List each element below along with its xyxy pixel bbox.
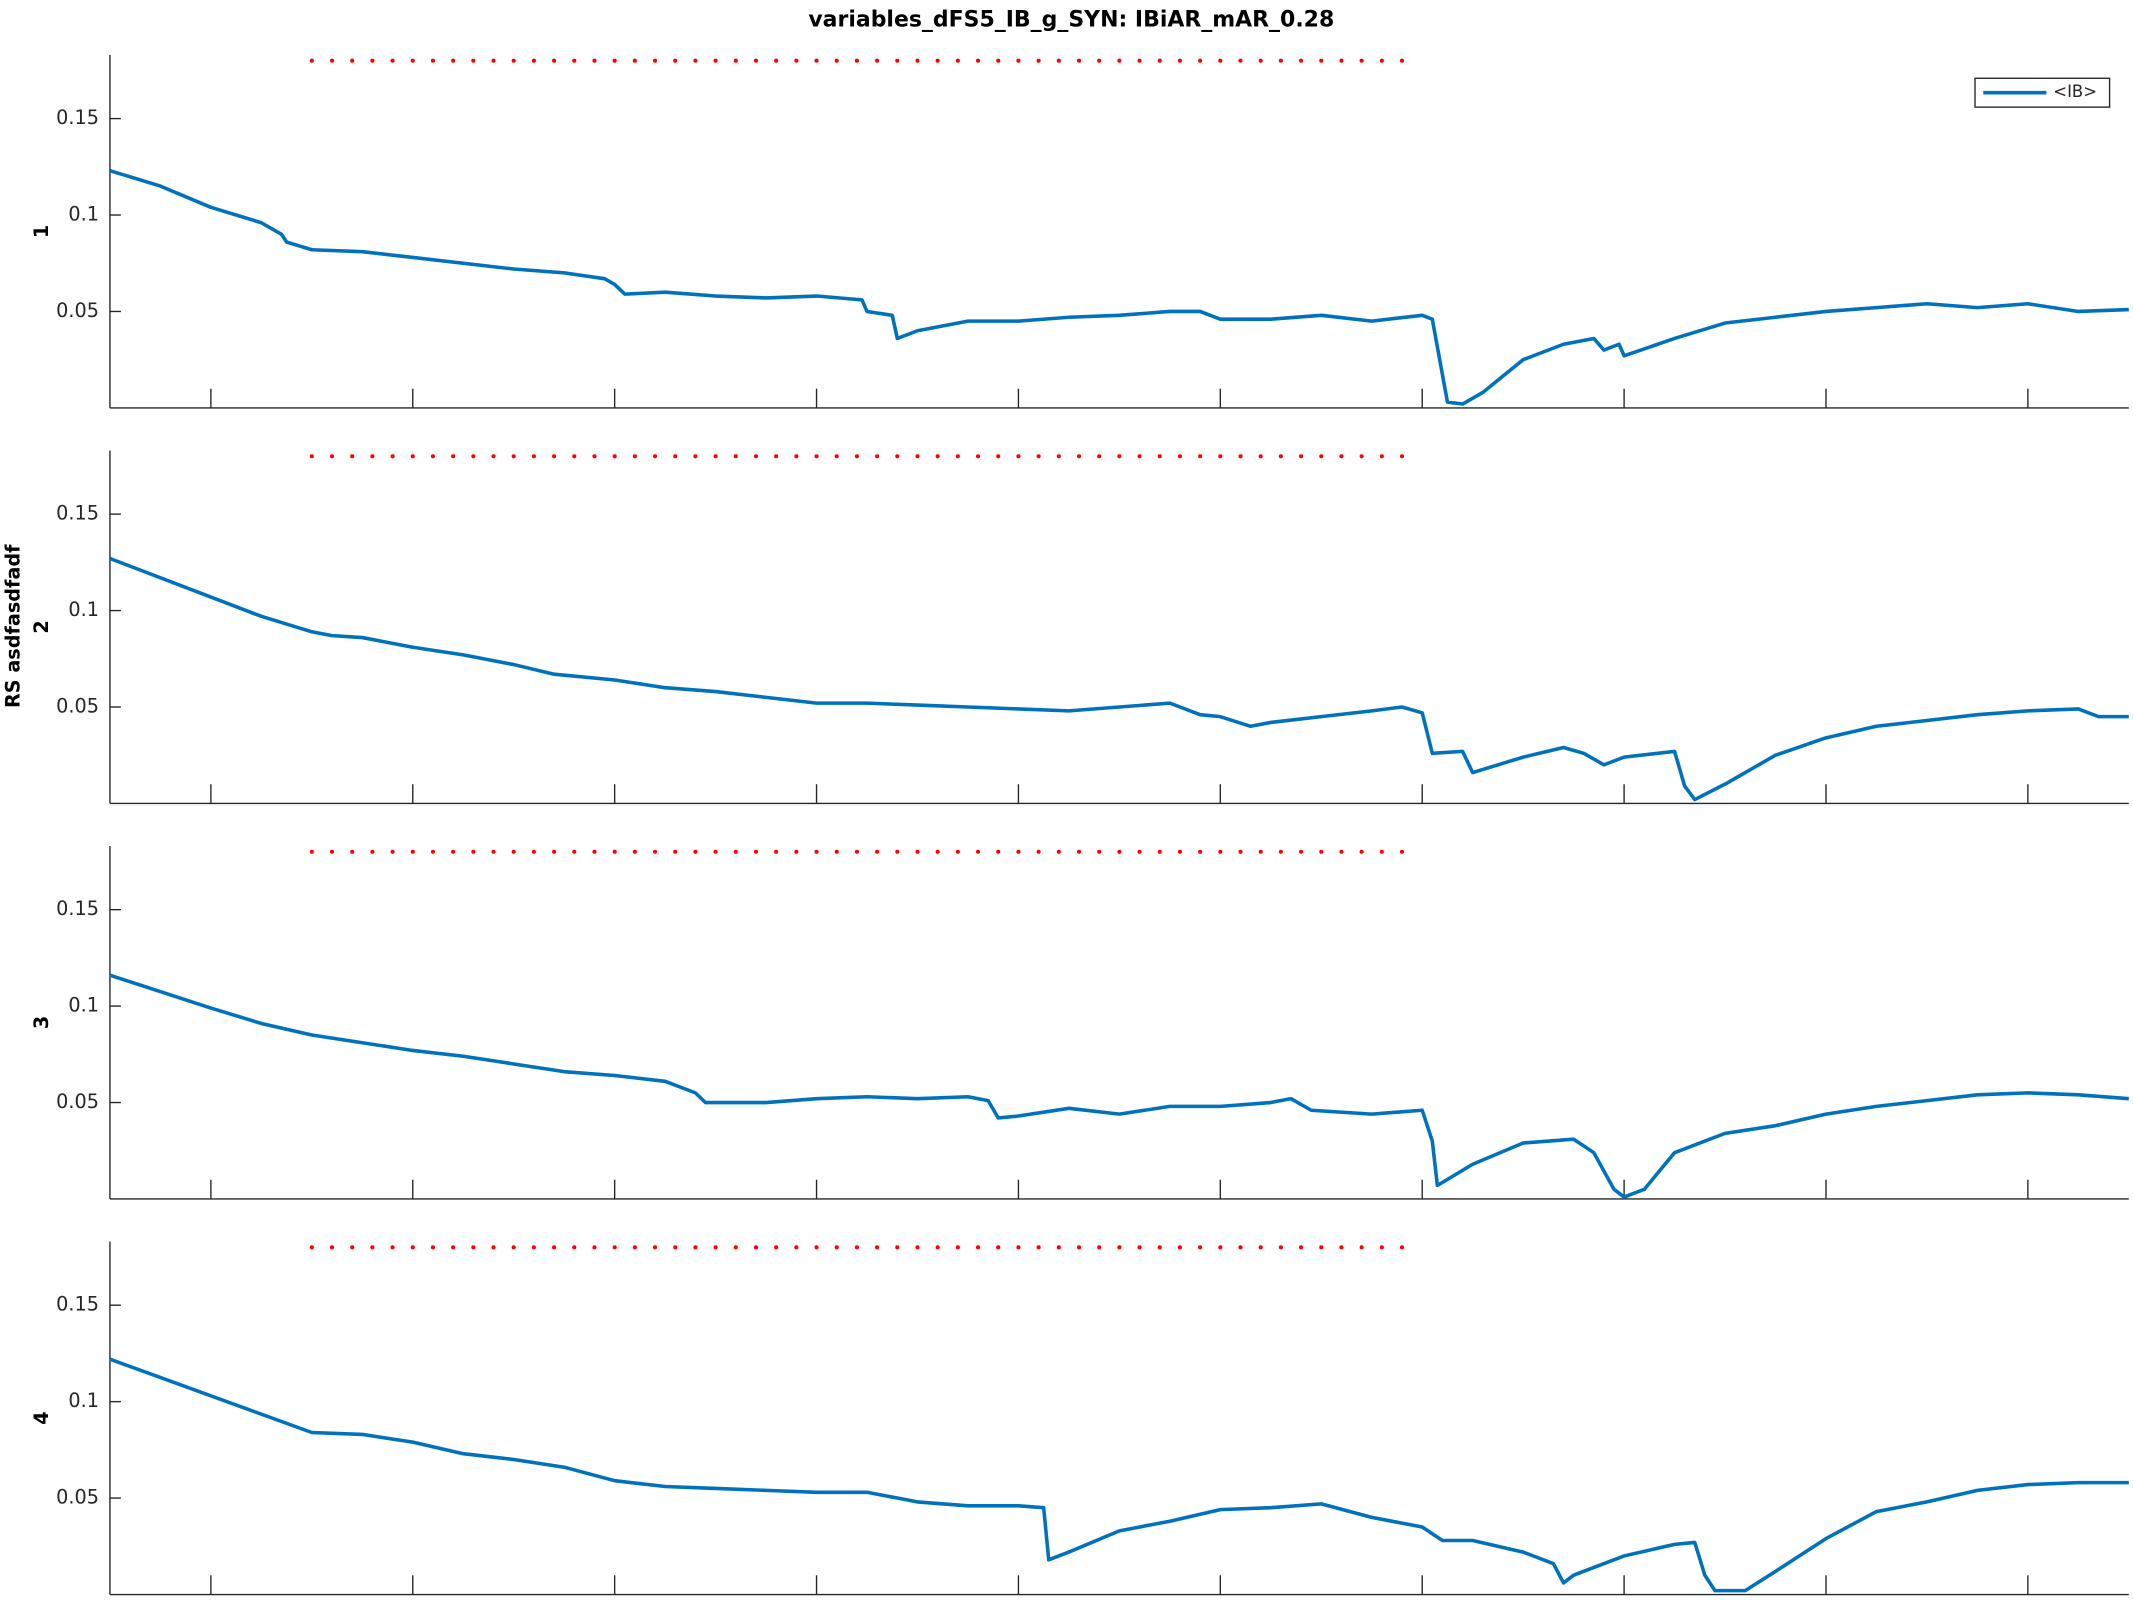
y-tick-label: 0.15: [56, 897, 99, 920]
legend-label: <IB>: [2053, 82, 2097, 101]
y-tick-label: 0.1: [68, 598, 99, 621]
y-axis-label: 4: [30, 1411, 53, 1424]
y-tick-label: 0.1: [68, 1389, 99, 1412]
y-axis-label: 1: [30, 225, 53, 238]
y-tick-label: 0.05: [56, 299, 99, 322]
y-tick-label: 0.15: [56, 1293, 99, 1316]
y-tick-label: 0.05: [56, 1486, 99, 1509]
y-tick-label: 0.1: [68, 994, 99, 1017]
data-line: [109, 556, 2129, 802]
y-axis-label: RS asdfasdfadf: [1, 544, 24, 708]
data-line: [109, 973, 2129, 1199]
y-tick-label: 0.05: [56, 1090, 99, 1113]
y-tick-label: 0.1: [68, 203, 99, 226]
chart-title: variables_dFS5_IB_g_SYN: IBiAR_mAR_0.28: [808, 8, 1334, 33]
y-axis-label: 3: [30, 1016, 53, 1029]
y-tick-label: 0.15: [56, 502, 99, 525]
y-tick-label: 0.05: [56, 694, 99, 717]
data-line: [109, 168, 2129, 406]
y-axis-label: 2: [30, 620, 53, 633]
y-tick-label: 0.15: [56, 106, 99, 129]
data-line: [109, 1357, 2129, 1593]
